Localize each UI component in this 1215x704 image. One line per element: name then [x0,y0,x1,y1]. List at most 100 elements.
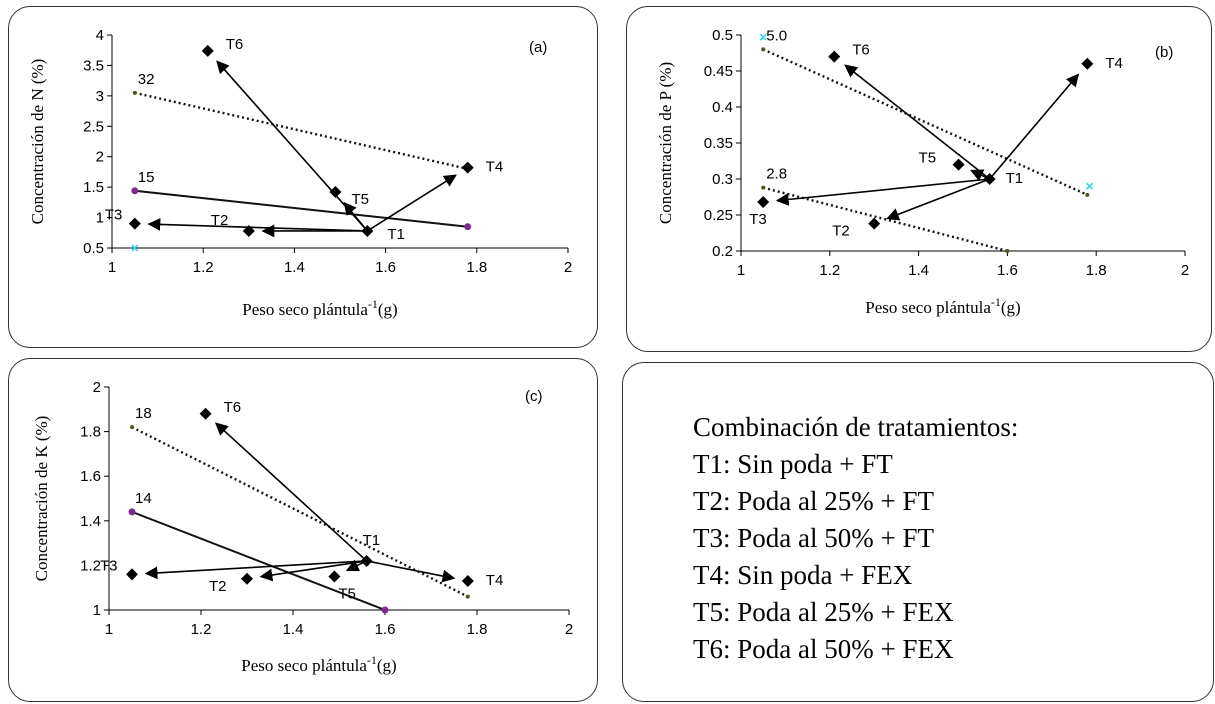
data-point [328,570,341,583]
legend-item: T3: Poda al 50% + FT [693,523,934,553]
legend-item: T4: Sin poda + FEX [693,560,913,590]
x-tick-label: 1.8 [467,621,488,638]
legend-item: T1: Sin poda + FT [693,449,893,479]
legend-title: Combinación de tratamientos: [693,412,1019,442]
panel-tag: (c) [525,388,543,405]
isoline [134,91,468,171]
y-tick-label: 3 [96,88,104,105]
y-tick-label: 2.5 [83,118,104,135]
y-tick-label: 1 [96,210,104,227]
point-label: T2 [211,212,229,229]
point-label: T1 [363,532,381,549]
extra-marker [759,33,767,41]
point-label: T5 [338,586,356,603]
panel-b: 1 1.2 1.4 1.6 1.8 2 0.2 0.25 0.3 0.35 0.4 0.45 0.5 Co… [626,6,1212,352]
panel-tag: (a) [529,39,547,56]
data-point [241,572,253,585]
point-label: T5 [919,150,937,167]
chart-n-concentration: 1 1.2 1.4 1.6 1.8 20.511.522.533.54Concentrac… [28,27,572,319]
y-tick-label: 0.5 [712,27,733,44]
y-tick-label: 1.5 [83,179,104,196]
isoline-end-marker [761,47,766,52]
data-point [868,217,881,230]
panel-a: 1 1.2 1.4 1.6 1.8 2 0.5 1 1.5 2 2.5 3 3.5 4 Concentrac… [8,6,598,348]
data-point [361,224,374,237]
data-point [126,568,138,581]
isoline-end-marker [132,90,137,95]
data-point [201,44,214,57]
y-tick-label: 0.3 [712,171,733,188]
isoline-label: 18 [135,405,152,422]
treatment-arrow [886,178,990,221]
treatment-arrow [214,422,368,562]
isoline-end-marker [130,425,134,430]
x-tick-label: 1.6 [375,621,396,638]
legend-panel: Combinación de tratamientos: T1: Sin pod… [622,362,1214,702]
y-tick-label: 0.35 [704,135,733,152]
isoline [131,510,386,611]
point-label: T3 [105,207,123,224]
x-tick-label: 1.6 [997,262,1018,279]
y-tick-label: 0.2 [712,243,733,260]
y-tick-label: 1.4 [80,513,101,530]
treatment-arrow [989,73,1080,180]
treatment-arrow [144,560,367,580]
x-tick-label: 1.2 [191,621,212,638]
isoline-label: 5.0 [766,27,787,44]
y-tick-label: 2 [96,149,104,166]
x-tick-label: 1.6 [375,259,396,276]
data-point [461,161,474,174]
data-point [952,158,965,171]
isoline-label: 15 [138,169,155,186]
point-label: T4 [486,159,504,176]
isoline-end-marker [464,223,472,231]
x-tick-label: 1.2 [819,262,840,279]
point-label: T6 [224,399,242,416]
x-tick-label: 1 [737,262,745,279]
y-tick-label: 0.4 [712,99,733,116]
data-point [983,173,996,185]
y-tick-label: 2 [93,379,101,396]
treatment-legend: Combinación de tratamientos: T1: Sin pod… [693,409,1018,668]
x-tick-label: 2 [564,259,572,276]
point-label: T4 [486,572,504,589]
treatment-arrow [366,174,457,232]
y-tick-label: 0.5 [83,240,104,257]
isoline-label: 32 [138,71,155,88]
treatment-arrow [216,60,368,232]
data-point [360,554,373,567]
point-label: T6 [226,36,244,53]
isoline-end-marker [381,606,389,614]
isoline-end-marker [761,185,766,190]
isoline-end-marker [1005,249,1010,253]
panel-tag: (b) [1155,44,1173,61]
point-label: T4 [1105,55,1123,72]
isoline-label: 2.8 [766,166,787,183]
extra-marker [131,244,139,252]
chart-p-concentration: 1 1.2 1.4 1.6 1.8 2 0.2 0.25 0.3 0.35 0.4 0.45 0.5 Co… [656,27,1189,317]
data-point [128,217,141,230]
isoline [134,189,468,228]
y-tick-label: 1.8 [80,424,101,441]
point-label: T5 [351,191,369,208]
y-tick-label: 1.2 [80,557,101,574]
isoline-end-marker [128,508,136,516]
x-axis-title: Peso seco plántula-1(g) [242,297,397,319]
x-tick-label: 1.4 [284,259,305,276]
x-tick-label: 1.8 [1086,262,1107,279]
data-point [461,575,474,588]
isoline-end-marker [131,187,139,195]
isoline-end-marker [1085,192,1090,197]
data-point [1081,57,1094,70]
treatment-arrow [366,560,456,583]
point-label: T2 [209,578,227,595]
extra-marker [1085,182,1094,190]
y-tick-label: 0.45 [704,63,733,80]
y-axis-title: Concentración de N (%) [28,59,47,225]
point-label: T2 [832,223,850,240]
x-axis-title: Peso seco plántula-1(g) [865,295,1020,317]
y-tick-label: 1 [93,602,101,619]
y-axis-title: Concentración de K (%) [32,416,51,582]
x-tick-label: 1.8 [466,259,487,276]
treatment-arrow [147,218,368,232]
